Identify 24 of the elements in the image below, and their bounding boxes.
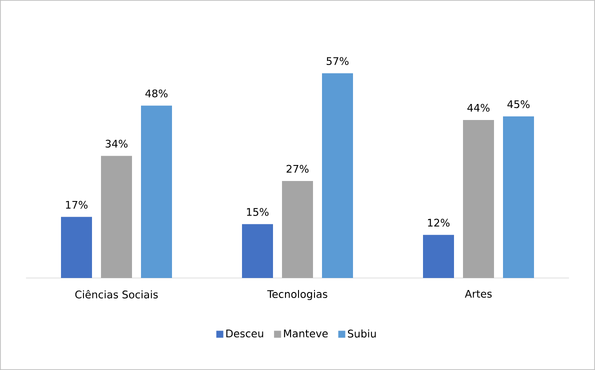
data-label: 12%: [428, 218, 450, 227]
legend-label: Manteve: [284, 330, 328, 338]
bar: [61, 216, 92, 278]
bar: [101, 156, 132, 278]
bar: [503, 116, 534, 278]
x-tick-label: Artes: [464, 290, 492, 298]
bar: [423, 234, 454, 278]
data-label: 27%: [286, 164, 309, 173]
bar: [463, 120, 494, 278]
legend-label: Desceu: [226, 330, 264, 338]
x-tick-label: Ciências Sociais: [75, 290, 158, 298]
data-label: 57%: [326, 57, 349, 66]
data-label: 34%: [106, 140, 128, 148]
legend-label: Subiu: [348, 329, 376, 338]
bar: [322, 73, 354, 278]
data-label: 15%: [247, 208, 269, 216]
data-label: 45%: [507, 100, 530, 108]
bar: [282, 181, 314, 278]
data-label: 17%: [66, 200, 88, 209]
x-tick-label: Tecnologias: [267, 290, 328, 300]
bar: [242, 224, 274, 278]
data-label: 48%: [145, 89, 168, 98]
bar: [141, 106, 172, 278]
data-label: 44%: [467, 104, 490, 112]
